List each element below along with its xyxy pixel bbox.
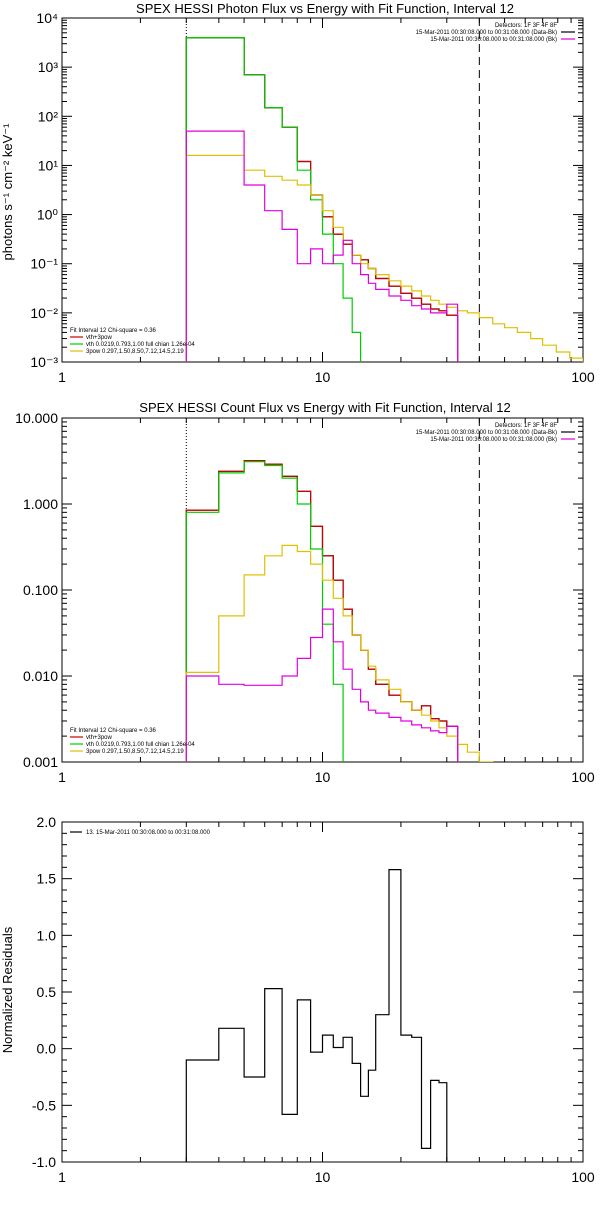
residuals-y-axis-label: Normalized Residuals <box>0 926 15 1053</box>
y-tick-label: 0.010 <box>23 668 58 684</box>
y-tick-label: 10³ <box>38 59 59 75</box>
series-line-3 <box>185 544 494 762</box>
x-tick-label: 10 <box>315 369 331 385</box>
y-tick-label: 1.000 <box>23 496 58 512</box>
top-legend-entry: 15-Mar-2011 00:30:08.000 to 00:31:08.000… <box>430 437 557 443</box>
fit-legend-entry: vth+3pow <box>86 735 113 741</box>
residual-legend-entry: 13. 15-Mar-2011 00:30:08.000 to 00:31:08… <box>86 830 211 836</box>
y-tick-label: 0.100 <box>23 582 58 598</box>
x-tick-label: 100 <box>571 369 595 385</box>
y-tick-label: -1.0 <box>32 1154 56 1170</box>
y-tick-label: 1.5 <box>37 871 57 887</box>
plot-frame <box>61 17 584 363</box>
top-legend-entry: 15-Mar-2011 00:30:08.000 to 00:31:08.000… <box>416 30 557 36</box>
series-line-0 <box>185 869 448 1162</box>
x-tick-label: 1 <box>58 369 66 385</box>
count-flux-title: SPEX HESSI Count Flux vs Energy with Fit… <box>139 400 510 415</box>
y-tick-label: 0.5 <box>37 984 57 1000</box>
series-line-4 <box>185 608 459 762</box>
top-legend-entry: 15-Mar-2011 00:30:08.000 to 00:31:08.000… <box>416 430 557 436</box>
y-tick-label: 0.001 <box>23 754 58 770</box>
y-tick-label: 10² <box>38 108 59 124</box>
y-tick-label: 10⁻¹ <box>30 256 58 272</box>
y-tick-label: -0.5 <box>32 1097 56 1113</box>
series-line-2 <box>185 461 344 762</box>
x-tick-label: 1 <box>58 1169 66 1185</box>
y-tick-label: 10⁻³ <box>30 354 58 370</box>
y-tick-label: 10¹ <box>38 157 59 173</box>
top-legend-entry: 15-Mar-2011 00:30:08.000 to 00:31:08.000… <box>430 37 557 43</box>
x-tick-label: 10 <box>315 769 331 785</box>
photon-flux-plot-area: 1 10 100 10⁻³ 10⁻² 10⁻¹ 10⁰ 10¹ 10² 10³ 10⁴ Detecto… <box>30 10 595 385</box>
series-line-3 <box>185 154 583 362</box>
y-tick-label: 10⁰ <box>37 207 59 223</box>
fit-legend-entry: 3pow 0.297,1.50,8.50,7.12,14.5,2.19 <box>86 749 184 755</box>
plot-frame <box>61 821 584 1163</box>
top-legend-entry: Detectors: 1F 3F 4F 8F <box>495 423 557 429</box>
fit-legend-entry: Fit Interval 12 Chi-square = 0.36 <box>70 328 157 334</box>
count-flux-plot-area: 1 10 100 0.001 0.010 0.100 1.000 10.000 Detector… <box>15 410 595 785</box>
y-tick-label: 10.000 <box>15 410 58 426</box>
fit-legend-entry: Fit Interval 12 Chi-square = 0.36 <box>70 728 157 734</box>
y-tick-label: 2.0 <box>37 814 57 830</box>
fit-legend-entry: 3pow 0.297,1.50,8.50,7.12,14.5,2.19 <box>86 349 184 355</box>
x-tick-label: 1 <box>58 769 66 785</box>
photon-flux-title: SPEX HESSI Photon Flux vs Energy with Fi… <box>136 1 514 16</box>
photon-flux-y-axis-label: photons s⁻¹ cm⁻² keV⁻¹ <box>0 123 15 261</box>
fit-legend-entry: vth 0.0219,0.793,1.00 full chian 1.26e-0… <box>86 342 195 348</box>
y-tick-label: 10⁴ <box>36 10 58 26</box>
x-tick-label: 100 <box>571 1169 595 1185</box>
series-line-4 <box>185 130 459 362</box>
fit-legend-entry: vth+3pow <box>86 335 113 341</box>
x-tick-label: 100 <box>571 769 595 785</box>
top-legend-entry: Detectors: 1F 3F 4F 8F <box>495 23 557 29</box>
y-tick-label: 0.0 <box>37 1041 57 1057</box>
y-tick-label: 1.0 <box>37 927 57 943</box>
fit-legend-entry: vth 0.0219,0.793,1.00 full chian 1.26e-0… <box>86 742 195 748</box>
x-tick-label: 10 <box>315 1169 331 1185</box>
series-line-2 <box>185 37 362 362</box>
y-tick-label: 10⁻² <box>30 305 58 321</box>
residuals-plot-area: 1 10 100 -1.0 -0.5 0.0 0.5 1.0 1.5 2.0 13. 15-Mar-… <box>32 814 595 1185</box>
